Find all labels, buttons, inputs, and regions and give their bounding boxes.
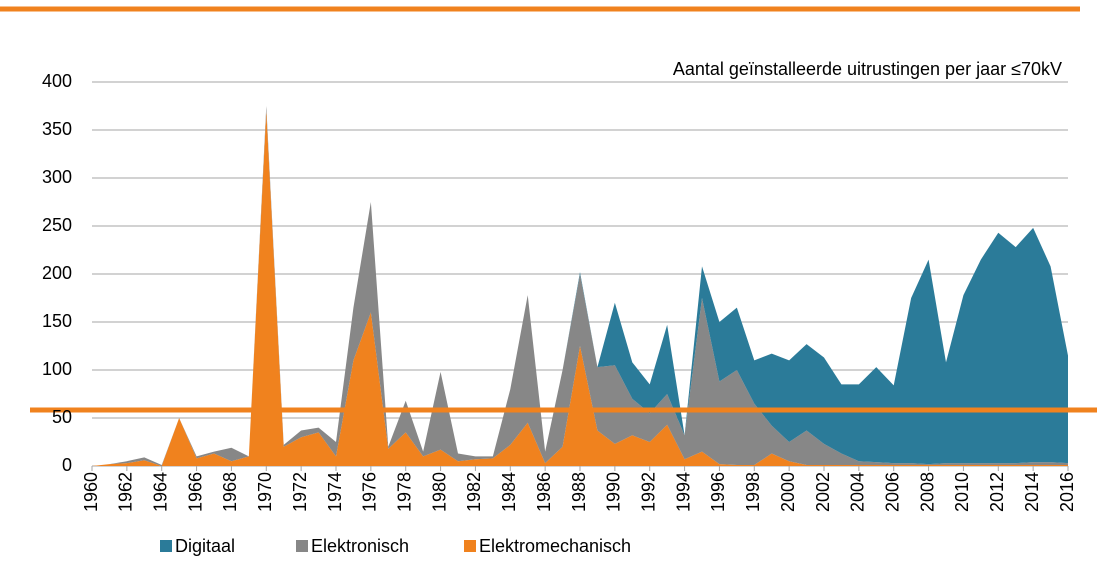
y-tick-label: 400 bbox=[42, 71, 72, 91]
x-tick-label: 2010 bbox=[952, 472, 972, 512]
area bbox=[92, 106, 1068, 466]
x-tick-label: 1976 bbox=[360, 472, 380, 512]
y-tick-label: 50 bbox=[52, 407, 72, 427]
x-tick-label: 1994 bbox=[673, 472, 693, 512]
x-tick-label: 2008 bbox=[917, 472, 937, 512]
x-tick-label: 1990 bbox=[604, 472, 624, 512]
x-tick-label: 1962 bbox=[116, 472, 136, 512]
y-tick-label: 300 bbox=[42, 167, 72, 187]
x-tick-label: 1970 bbox=[255, 472, 275, 512]
y-tick-label: 150 bbox=[42, 311, 72, 331]
x-tick-label: 1966 bbox=[185, 472, 205, 512]
x-tick-label: 1986 bbox=[534, 472, 554, 512]
legend-label: Elektromechanisch bbox=[479, 536, 631, 556]
x-tick-label: 1988 bbox=[569, 472, 589, 512]
x-tick-label: 1992 bbox=[638, 472, 658, 512]
x-tick-label: 2006 bbox=[882, 472, 902, 512]
x-tick-label: 2000 bbox=[778, 472, 798, 512]
x-tick-label: 2004 bbox=[848, 472, 868, 512]
y-tick-label: 0 bbox=[62, 455, 72, 475]
x-tick-label: 1984 bbox=[499, 472, 519, 512]
x-tick-label: 2014 bbox=[1022, 472, 1042, 512]
x-tick-label: 1968 bbox=[220, 472, 240, 512]
chart-title: Aantal geïnstalleerde uitrustingen per j… bbox=[673, 59, 1062, 79]
y-tick-label: 200 bbox=[42, 263, 72, 283]
x-tick-label: 1964 bbox=[150, 472, 170, 512]
x-tick-label: 1982 bbox=[464, 472, 484, 512]
x-tick-label: 1974 bbox=[325, 472, 345, 512]
legend-swatch bbox=[296, 540, 308, 552]
legend-label: Elektronisch bbox=[311, 536, 409, 556]
y-tick-label: 100 bbox=[42, 359, 72, 379]
legend-label: Digitaal bbox=[175, 536, 235, 556]
area bbox=[92, 106, 1068, 466]
x-tick-label: 1998 bbox=[743, 472, 763, 512]
areas bbox=[92, 106, 1068, 467]
x-tick-label: 1960 bbox=[81, 472, 101, 512]
area bbox=[92, 110, 1068, 467]
x-tick-label: 1980 bbox=[429, 472, 449, 512]
x-tick-label: 1972 bbox=[290, 472, 310, 512]
x-tick-label: 2002 bbox=[813, 472, 833, 512]
x-tick-label: 2012 bbox=[987, 472, 1007, 512]
y-tick-label: 350 bbox=[42, 119, 72, 139]
x-tick-label: 1978 bbox=[394, 472, 414, 512]
legend-swatch bbox=[160, 540, 172, 552]
legend-swatch bbox=[464, 540, 476, 552]
labels: 0 50 100 150 200 250 300 350 400 1960 1962 1964 1966… bbox=[42, 71, 1077, 556]
y-tick-label: 250 bbox=[42, 215, 72, 235]
x-tick-label: 2016 bbox=[1057, 472, 1077, 512]
x-tick-label: 1996 bbox=[708, 472, 728, 512]
